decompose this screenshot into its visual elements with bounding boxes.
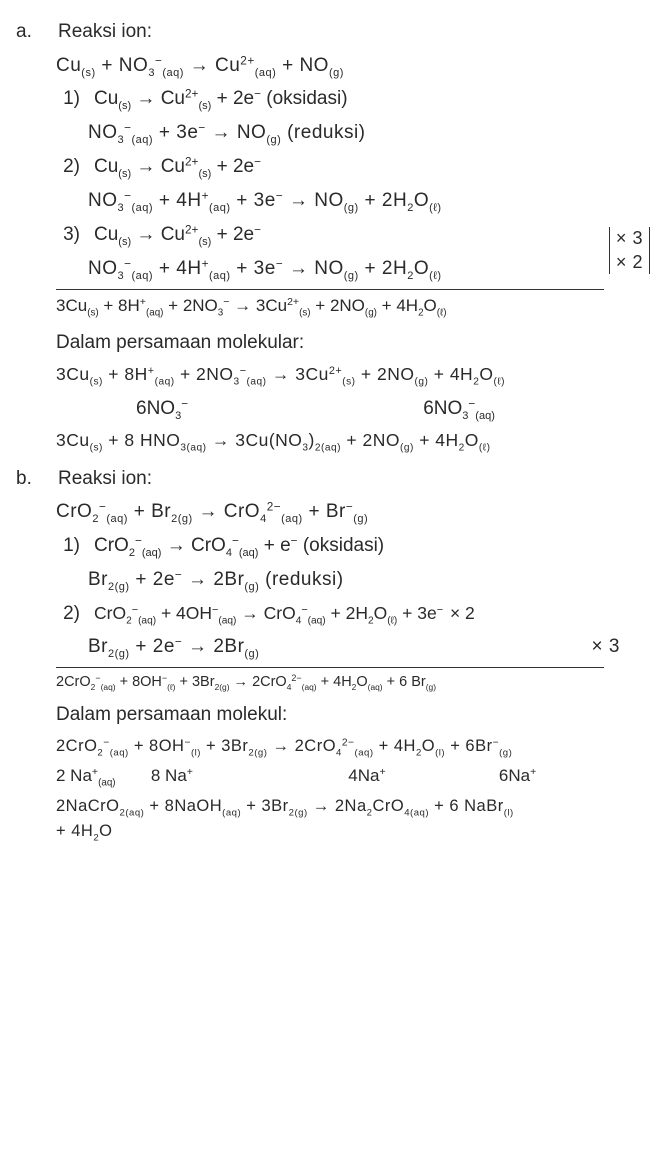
- b-step1: 1) CrO2−(aq) → CrO4−(aq) + e− (oksidasi): [56, 532, 644, 562]
- section-a-header: a. Reaksi ion:: [16, 18, 644, 46]
- b-mol-sp-c: 4Na+: [318, 764, 499, 791]
- a-step1-line2: NO3−(aq) + 3e− → NO(g) (reduksi): [88, 119, 644, 149]
- a-step3-result: 3Cu(s) + 8H+(aq) + 2NO3− → 3Cu2+(s) + 2N…: [56, 294, 644, 321]
- a-mol-final: 3Cu(s) + 8 HNO3(aq) → 3Cu(NO3)2(aq) + 2N…: [56, 428, 644, 456]
- section-b-title: Reaksi ion:: [58, 465, 152, 493]
- a-step2-num: 2): [56, 153, 80, 181]
- b-mol-final: 2NaCrO2(aq) + 8NaOH(aq) + 3Br2(g) → 2Na2…: [56, 795, 644, 845]
- b-overall-eq: CrO2−(aq) + Br2(g) → CrO42−(aq) + Br−(g): [56, 498, 644, 528]
- b-step2: 2) CrO2−(aq) + 4OH−(aq) → CrO4−(aq) + 2H…: [56, 600, 644, 629]
- b-mol-line1: 2CrO2−(aq) + 8OH−(l) + 3Br2(g) → 2CrO42−…: [56, 735, 644, 760]
- a-step1: 1) Cu(s) → Cu2+(s) + 2e− (oksidasi): [56, 85, 644, 115]
- a-molekular-title: Dalam persamaan molekular:: [56, 329, 644, 357]
- a-mol-line1: 3Cu(s) + 8H+(aq) + 2NO3−(aq) → 3Cu2+(s) …: [56, 362, 644, 390]
- b-mol-spectators: 2 Na+(aq) 8 Na+ 4Na+ 6Na+: [56, 764, 644, 791]
- a-overall-eq: Cu(s) + NO3−(aq) → Cu2+(aq) + NO(g): [56, 52, 644, 82]
- a-step3: 3) Cu(s) → Cu2+(s) + 2e−: [56, 221, 644, 251]
- a-step3-rule: [56, 289, 604, 290]
- b-step2-mult2: × 3: [592, 633, 620, 661]
- a-step3-multipliers: × 3 × 2: [609, 227, 650, 274]
- a-step1-line1: Cu(s) → Cu2+(s) + 2e− (oksidasi): [94, 85, 644, 115]
- a-step3-line2: NO3−(aq) + 4H+(aq) + 3e− → NO(g) + 2H2O(…: [88, 258, 442, 279]
- a-mol-sp-right: 6NO3−(aq): [283, 395, 644, 425]
- b-mol-sp-a: 2 Na+(aq): [56, 764, 151, 791]
- b-step2-row2: Br2(g) + 2e− → 2Br(g) × 3: [88, 633, 644, 663]
- document-page: a. Reaksi ion: Cu(s) + NO3−(aq) → Cu2+(a…: [0, 0, 660, 1166]
- a-mol-spectators: 6NO3− 6NO3−(aq): [56, 395, 644, 425]
- section-a-letter: a.: [16, 18, 40, 46]
- b-step2-mult1: × 2: [450, 603, 475, 623]
- b-step2-num: 2): [56, 600, 80, 628]
- b-mol-sp-b: 8 Na+: [151, 764, 318, 791]
- a-step3-mult2: × 2: [616, 251, 643, 274]
- section-b-header: b. Reaksi ion:: [16, 465, 644, 493]
- a-step3-num: 3): [56, 221, 80, 249]
- a-step3-line1: Cu(s) → Cu2+(s) + 2e−: [94, 224, 261, 245]
- b-molekular-title: Dalam persamaan molekul:: [56, 701, 644, 729]
- b-step1-line2: Br2(g) + 2e− → 2Br(g) (reduksi): [88, 566, 644, 596]
- a-step3-row2: NO3−(aq) + 4H+(aq) + 3e− → NO(g) + 2H2O(…: [88, 255, 644, 285]
- b-step1-line1: CrO2−(aq) → CrO4−(aq) + e− (oksidasi): [94, 532, 644, 562]
- b-step2-result: 2CrO2−(aq) + 8OH−(ℓ) + 3Br2(g) → 2CrO42−…: [56, 672, 644, 693]
- b-step2-line1: CrO2−(aq) + 4OH−(aq) → CrO4−(aq) + 2H2O(…: [94, 603, 443, 623]
- a-step2-line1: Cu(s) → Cu2+(s) + 2e−: [94, 153, 644, 183]
- a-step3-mult1: × 3: [616, 227, 643, 250]
- a-step2-line2: NO3−(aq) + 4H+(aq) + 3e− → NO(g) + 2H2O(…: [88, 187, 644, 217]
- b-mol-sp-d: 6Na+: [499, 764, 644, 791]
- a-step1-num: 1): [56, 85, 80, 113]
- b-step1-num: 1): [56, 532, 80, 560]
- b-step2-line2: Br2(g) + 2e− → 2Br(g): [88, 636, 259, 657]
- section-b-letter: b.: [16, 465, 40, 493]
- b-step2-rule: [56, 667, 604, 668]
- a-step2: 2) Cu(s) → Cu2+(s) + 2e−: [56, 153, 644, 183]
- a-mol-sp-left: 6NO3−: [56, 395, 283, 425]
- section-a-title: Reaksi ion:: [58, 18, 152, 46]
